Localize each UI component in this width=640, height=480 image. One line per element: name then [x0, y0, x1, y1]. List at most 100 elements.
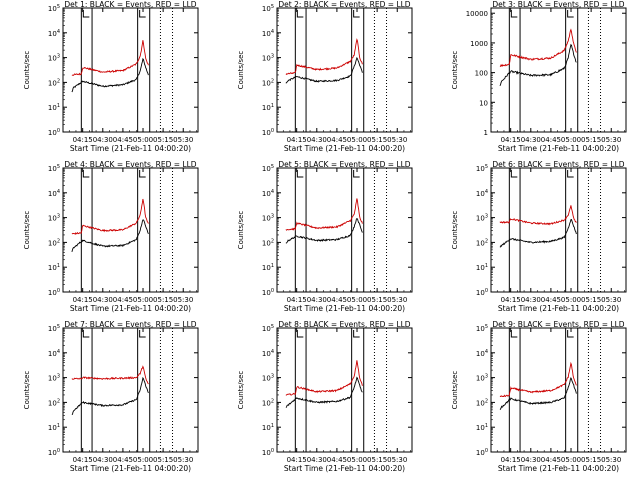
series-line-events: [499, 43, 577, 87]
y-tick-label: 103: [262, 214, 274, 223]
x-tick-label: 04:15: [73, 456, 93, 464]
y-tick-label: 104: [476, 189, 488, 198]
panel-title: Det 4: BLACK = Events, RED = LLD: [64, 160, 196, 169]
plot-frame: [276, 7, 413, 133]
series-line-lld: [285, 38, 363, 76]
x-tick-label: 04:15: [287, 136, 307, 144]
plot-frame: [276, 327, 413, 453]
x-tick-label: 04:45: [541, 296, 561, 304]
y-tick-label: 105: [48, 164, 60, 173]
interval-flag-mark: [353, 330, 360, 338]
x-tick-label: 05:30: [173, 296, 193, 304]
series-line-events: [71, 57, 149, 93]
series-line-events: [71, 219, 149, 253]
x-tick-label: 05:00: [133, 456, 153, 464]
y-tick-label: 102: [48, 398, 60, 407]
y-tick-label: 102: [262, 78, 274, 87]
y-tick-label: 102: [262, 238, 274, 247]
y-tick-label: 103: [48, 374, 60, 383]
y-tick-label: 104: [476, 349, 488, 358]
y-tick-label: 100: [262, 448, 274, 457]
interval-flag-mark: [353, 170, 360, 178]
x-tick-label: 05:30: [387, 456, 407, 464]
x-tick-label: 04:30: [93, 456, 113, 464]
x-tick-label: 04:30: [521, 456, 541, 464]
x-tick-label: 04:30: [93, 136, 113, 144]
series-line-events: [71, 376, 149, 416]
y-tick-label: 104: [48, 29, 60, 38]
panel-title: Det 9: BLACK = Events, RED = LLD: [492, 320, 624, 329]
panel-title: Det 2: BLACK = Events, RED = LLD: [278, 0, 410, 9]
interval-flag-mark: [567, 170, 574, 178]
series-line-events: [285, 218, 363, 244]
x-axis-label: Start Time (21-Feb-11 04:00:20): [70, 464, 191, 473]
x-tick-label: 04:15: [73, 136, 93, 144]
x-tick-label: 04:15: [501, 296, 521, 304]
x-axis-label: Start Time (21-Feb-11 04:00:20): [70, 144, 191, 153]
x-tick-label: 05:30: [387, 296, 407, 304]
x-axis-label: Start Time (21-Feb-11 04:00:20): [498, 144, 619, 153]
y-tick-label: 104: [48, 349, 60, 358]
x-tick-label: 04:45: [541, 456, 561, 464]
interval-flag-mark: [510, 10, 518, 18]
x-tick-label: 05:30: [173, 456, 193, 464]
x-tick-label: 05:15: [153, 296, 173, 304]
panel-title: Det 7: BLACK = Events, RED = LLD: [64, 320, 196, 329]
x-tick-label: 05:00: [347, 296, 367, 304]
x-tick-label: 05:15: [367, 136, 387, 144]
x-tick-label: 05:30: [173, 136, 193, 144]
panel-det-3: 1 10 100 1000 10000 04:15 04:30 04:45 05:00 05:15…: [451, 0, 627, 153]
y-axis-label: Counts/sec: [237, 371, 245, 410]
panel-title: Det 5: BLACK = Events, RED = LLD: [278, 160, 410, 169]
series-line-lld: [71, 40, 149, 76]
panel-title: Det 8: BLACK = Events, RED = LLD: [278, 320, 410, 329]
x-tick-label: 04:15: [501, 456, 521, 464]
x-tick-label: 04:45: [113, 456, 133, 464]
interval-flag-mark: [296, 330, 304, 338]
x-tick-label: 04:30: [307, 456, 327, 464]
x-axis-label: Start Time (21-Feb-11 04:00:20): [284, 304, 405, 313]
x-tick-label: 05:15: [581, 296, 601, 304]
plot-frame: [62, 7, 199, 133]
y-axis-label: Counts/sec: [451, 51, 459, 90]
x-tick-label: 05:15: [581, 456, 601, 464]
y-axis-label: Counts/sec: [451, 371, 459, 410]
interval-flag-mark: [82, 330, 90, 338]
x-tick-label: 04:45: [541, 136, 561, 144]
series-line-lld: [499, 28, 577, 67]
x-tick-label: 04:45: [113, 136, 133, 144]
y-axis-label: Counts/sec: [23, 51, 31, 90]
x-tick-label: 05:00: [133, 136, 153, 144]
y-tick-label: 101: [262, 103, 274, 112]
y-tick-label: 103: [476, 374, 488, 383]
y-tick-label: 104: [262, 29, 274, 38]
y-tick-label: 101: [476, 263, 488, 272]
plot-frame: [276, 167, 413, 293]
x-tick-label: 04:45: [327, 296, 347, 304]
interval-flag-mark: [82, 10, 90, 18]
y-tick-label: 10: [479, 99, 488, 107]
x-tick-label: 05:15: [367, 456, 387, 464]
y-tick-label: 105: [262, 164, 274, 173]
y-tick-label: 103: [262, 54, 274, 63]
y-tick-label: 103: [48, 54, 60, 63]
interval-flag-mark: [353, 10, 360, 18]
y-tick-label: 105: [476, 164, 488, 173]
x-axis-label: Start Time (21-Feb-11 04:00:20): [498, 304, 619, 313]
y-axis-label: Counts/sec: [451, 211, 459, 250]
y-tick-label: 100: [48, 128, 60, 137]
y-tick-label: 100: [476, 288, 488, 297]
y-tick-label: 102: [476, 398, 488, 407]
interval-flag-mark: [139, 170, 146, 178]
y-tick-label: 1: [484, 129, 488, 137]
interval-flag-mark: [139, 10, 146, 18]
series-line-lld: [285, 360, 363, 396]
x-tick-label: 04:45: [327, 456, 347, 464]
x-tick-label: 04:45: [327, 136, 347, 144]
